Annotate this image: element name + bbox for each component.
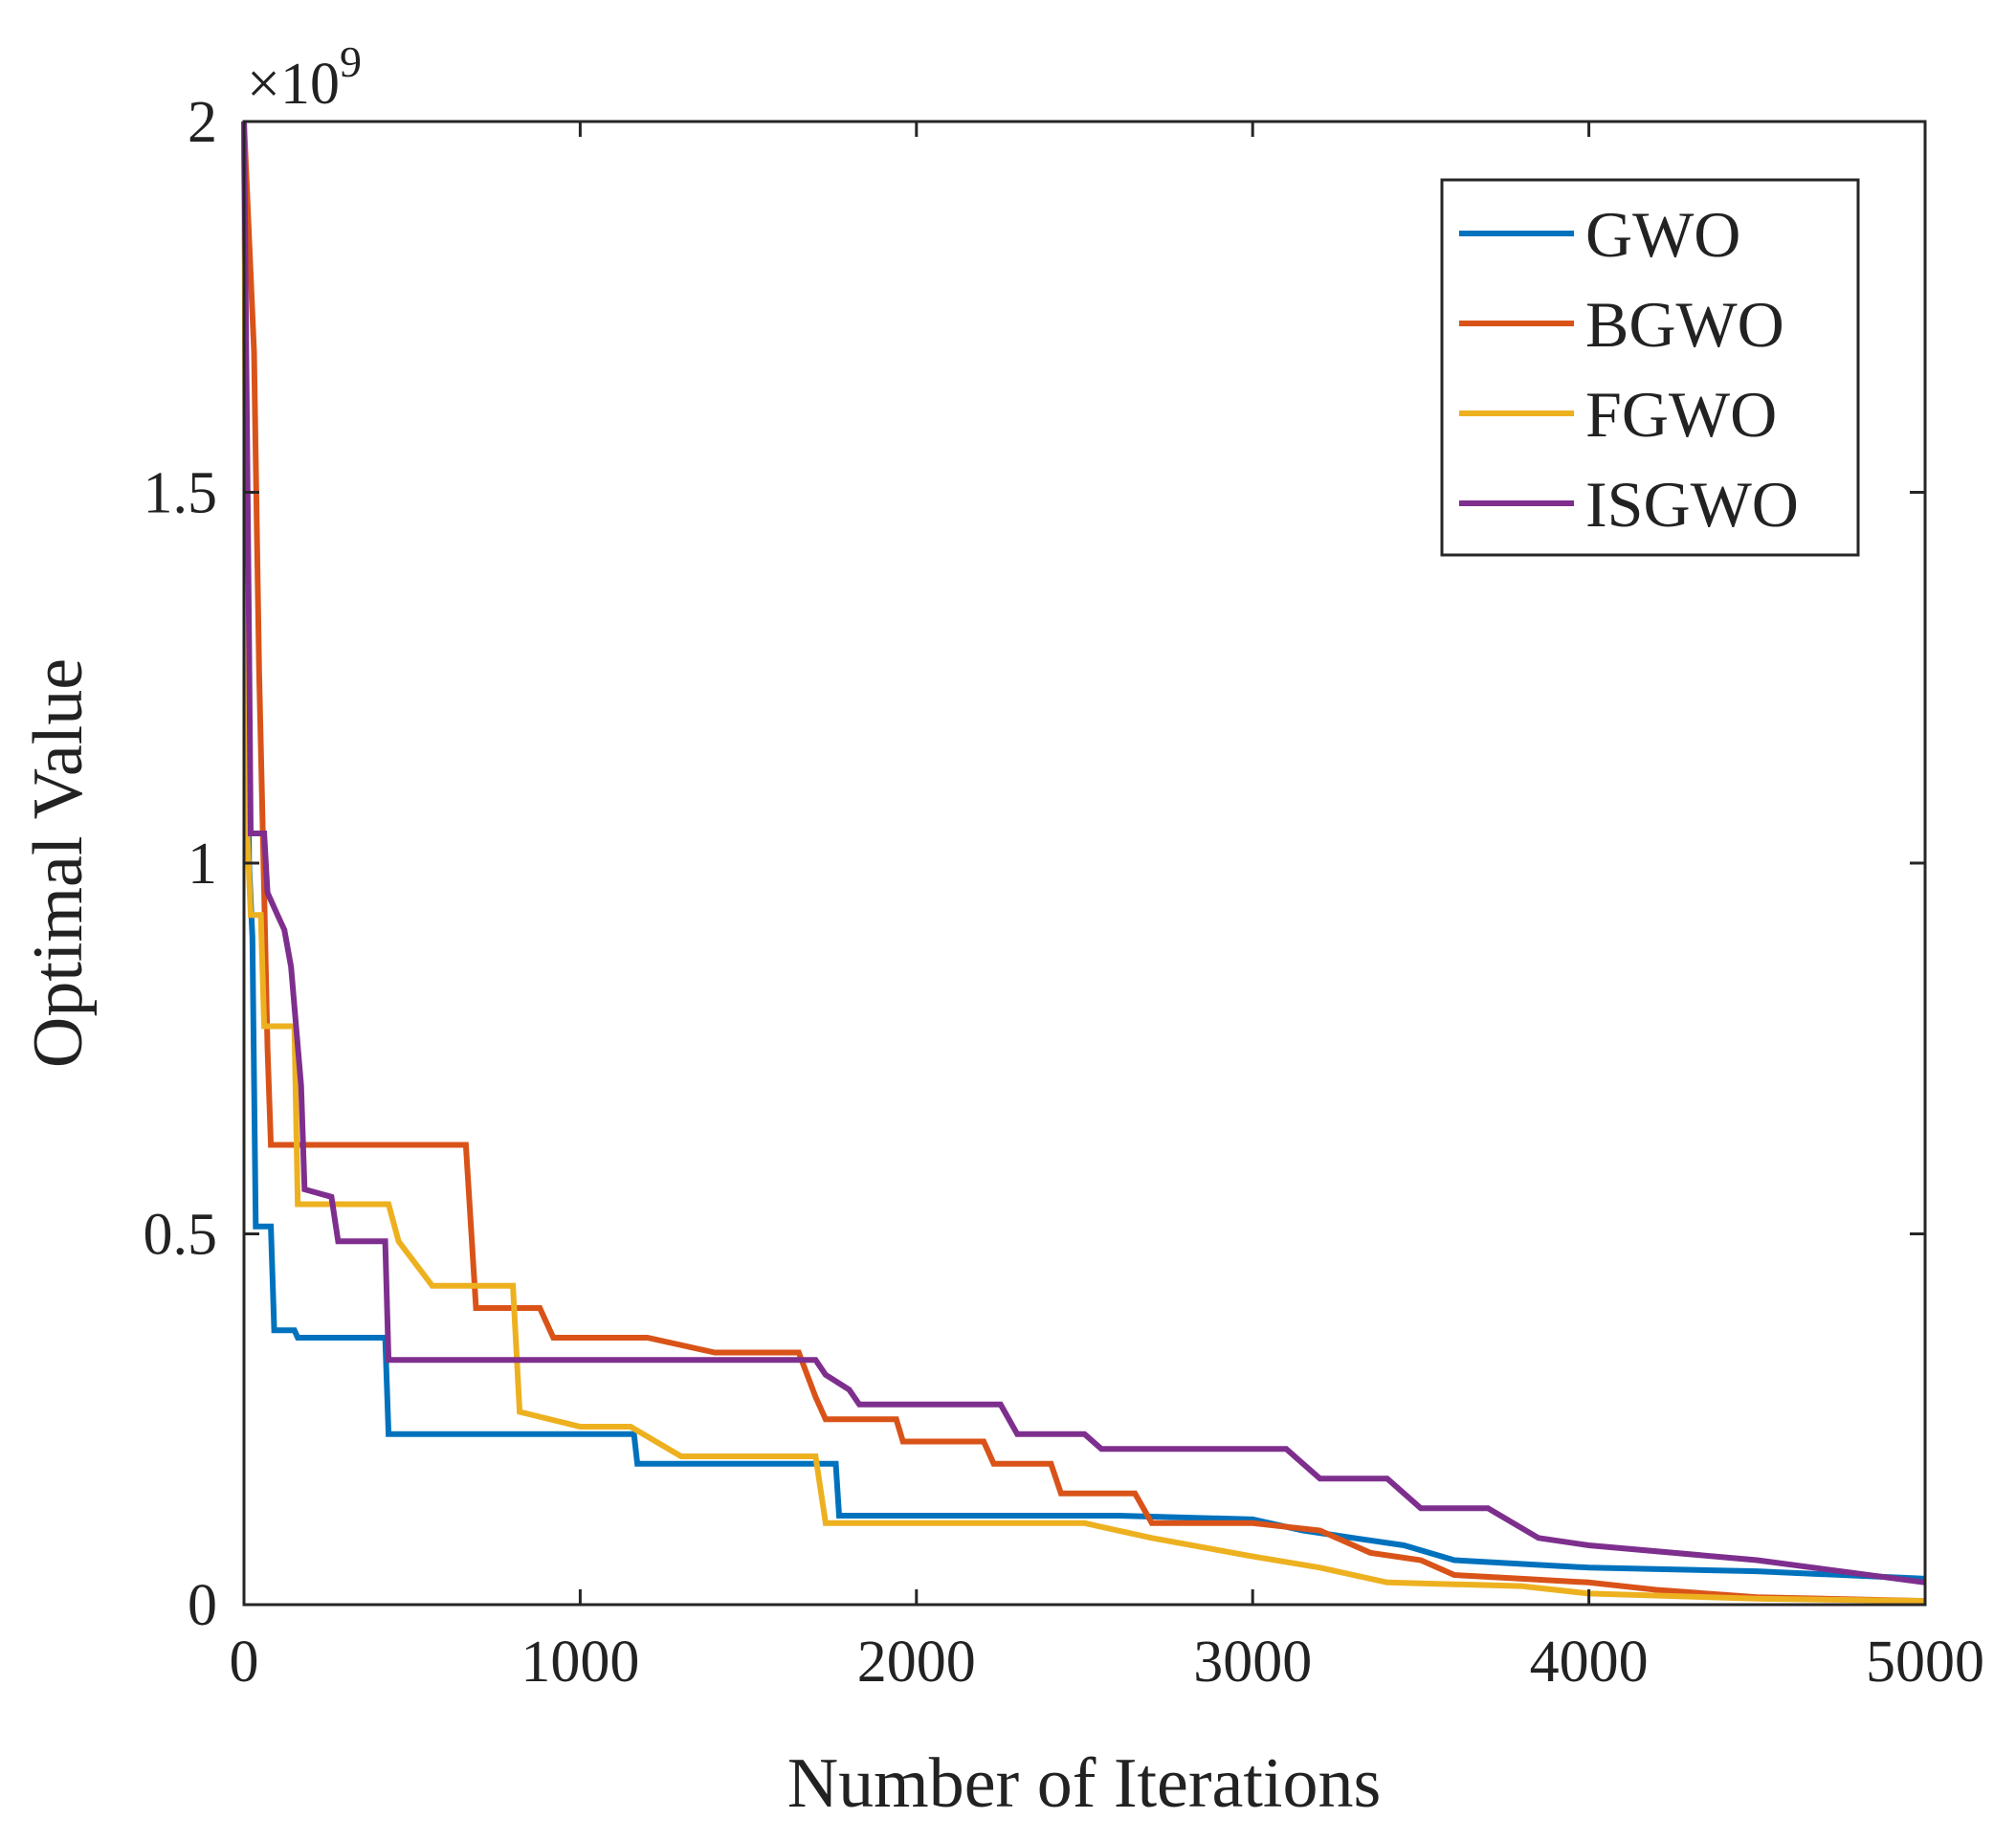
x-tick-label: 1000 <box>521 1630 639 1695</box>
series-line-isgwo <box>241 121 1926 1586</box>
x-tick-label: 3000 <box>1193 1630 1312 1695</box>
y-tick-label: 1.5 <box>144 461 218 526</box>
y-tick-label: 2 <box>188 90 217 155</box>
y-tick-label: 0.5 <box>144 1203 218 1268</box>
series-line-gwo <box>241 121 1926 1582</box>
series-line-fgwo <box>241 121 1926 1605</box>
y-tick-label: 0 <box>188 1573 217 1638</box>
x-tick-label: 0 <box>230 1630 259 1695</box>
x-tick-label: 5000 <box>1866 1630 1984 1695</box>
series-line-bgwo <box>241 121 1926 1605</box>
x-tick-label: 2000 <box>857 1630 976 1695</box>
legend: GWO BGWO FGWO ISGWO <box>1440 178 1860 557</box>
y-axis-multiplier-exponent: 9 <box>340 37 362 86</box>
legend-label-gwo: GWO <box>1585 198 1740 271</box>
series-layer <box>241 121 1926 1605</box>
y-axis-multiplier: ×109 <box>247 37 362 117</box>
legend-label-bgwo: BGWO <box>1585 288 1784 361</box>
y-tick-label: 1 <box>188 832 217 897</box>
legend-label-fgwo: FGWO <box>1585 378 1777 451</box>
x-tick-label: 4000 <box>1530 1630 1649 1695</box>
y-axis-label: Optimal Value <box>19 658 98 1068</box>
tick-layer: 0 1000 2000 3000 4000 5000 0 0.5 1 1.5 2 <box>144 90 1985 1695</box>
x-axis-label: Number of Iterations <box>787 1744 1382 1823</box>
legend-label-isgwo: ISGWO <box>1585 468 1799 541</box>
legend-box <box>1440 178 1860 557</box>
y-axis-multiplier-base: ×10 <box>247 52 340 117</box>
